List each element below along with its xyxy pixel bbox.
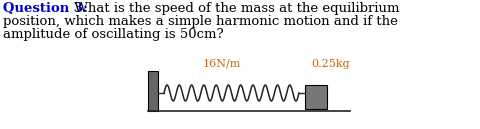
Text: amplitude of oscillating is 50cm?: amplitude of oscillating is 50cm?: [3, 28, 224, 41]
Text: position, which makes a simple harmonic motion and if the: position, which makes a simple harmonic …: [3, 15, 398, 28]
Text: Question 3:: Question 3:: [3, 2, 88, 15]
Bar: [148, 71, 158, 111]
Bar: [305, 85, 327, 109]
Text: What is the speed of the mass at the equilibrium: What is the speed of the mass at the equ…: [70, 2, 399, 15]
Text: 0.25kg: 0.25kg: [312, 59, 350, 69]
Text: 16N/m: 16N/m: [202, 59, 240, 69]
